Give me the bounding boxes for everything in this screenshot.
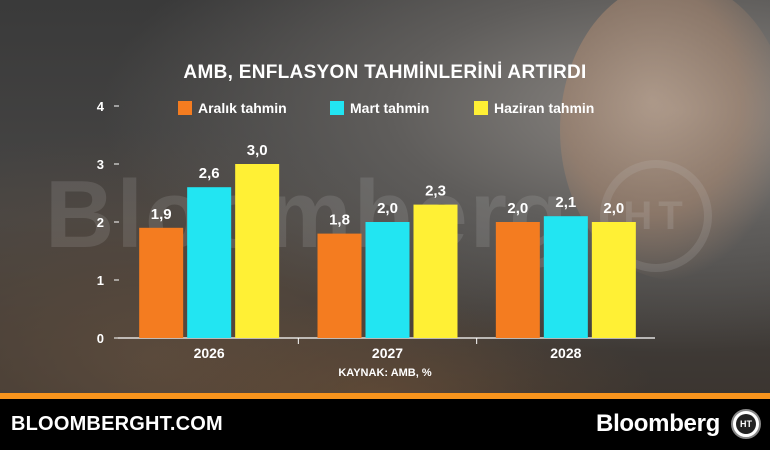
chart-legend: Aralık tahmin Mart tahmin Haziran tahmin [178, 100, 618, 120]
legend-swatch-haziran [474, 101, 488, 115]
bar [543, 216, 588, 338]
legend-swatch-aralik [178, 101, 192, 115]
y-tick-label: 2 [97, 215, 104, 230]
bar [365, 222, 410, 338]
bar [187, 187, 232, 338]
data-label: 1,9 [151, 206, 172, 223]
data-label: 2,6 [199, 165, 220, 182]
data-label: 3,0 [247, 142, 268, 159]
watermark-badge: HT [600, 160, 712, 272]
footer-site-link[interactable]: BLOOMBERGHT.COM [11, 413, 223, 435]
x-tick-label: 2027 [372, 345, 403, 361]
legend-item-mart: Mart tahmin [330, 100, 429, 116]
chart-title: AMB, ENFLASYON TAHMİNLERİNİ ARTIRDI [183, 62, 587, 83]
data-label: 2,0 [507, 200, 528, 217]
ht-logo-text: HT [736, 414, 756, 434]
bar [591, 222, 636, 338]
x-tick-label: 2028 [550, 345, 581, 361]
bar [317, 233, 362, 338]
data-label: 1,8 [329, 212, 350, 229]
y-tick-label: 3 [97, 157, 104, 172]
data-label: 2,3 [425, 183, 446, 200]
legend-label-mart: Mart tahmin [350, 100, 430, 116]
legend-label-haziran: Haziran tahmin [494, 100, 595, 116]
data-label: 2,0 [603, 200, 624, 217]
ht-logo-icon: HT [731, 409, 761, 439]
bar [413, 204, 458, 338]
chart-source: KAYNAK: AMB, % [338, 367, 432, 379]
legend-label-aralik: Aralık tahmin [198, 100, 287, 116]
data-label: 2,0 [377, 200, 398, 217]
x-tick-label: 2026 [194, 345, 225, 361]
y-tick-label: 1 [97, 273, 104, 288]
legend-item-aralik: Aralık tahmin [178, 100, 287, 116]
bar-chart: 0 1 2 3 4 1,9 2,6 3,0 2026 1,8 2,0 2,3 2027 2,0 2,1 2,0… [97, 99, 655, 361]
footer-brand-logo: Bloomberg [596, 410, 720, 437]
y-tick-label: 4 [97, 99, 105, 114]
footer-bar: BLOOMBERGHT.COM Bloomberg HT [0, 399, 770, 450]
watermark-text: Bloomberg [45, 161, 570, 268]
bar [139, 227, 184, 338]
bar [235, 164, 280, 338]
legend-swatch-mart [330, 101, 344, 115]
data-label: 2,1 [555, 194, 576, 211]
legend-item-haziran: Haziran tahmin [474, 100, 594, 116]
footer-accent-line [0, 393, 770, 399]
bar [495, 222, 540, 338]
y-tick-label: 0 [97, 331, 104, 346]
